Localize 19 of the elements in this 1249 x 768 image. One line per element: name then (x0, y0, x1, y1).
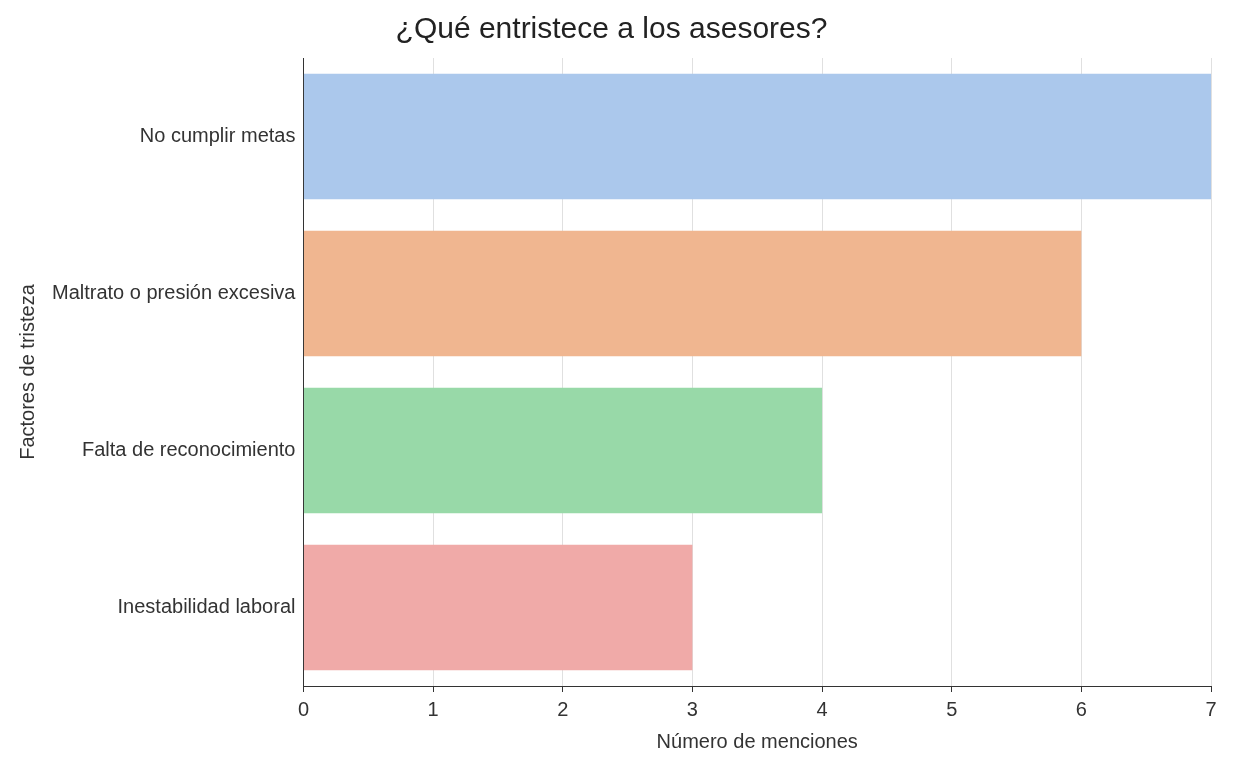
bar (303, 73, 1211, 200)
bar (303, 230, 1082, 357)
x-tick-label: 4 (816, 697, 828, 720)
x-tick-label: 2 (557, 697, 569, 720)
bar (303, 544, 693, 671)
x-axis-title: Número de menciones (656, 729, 858, 752)
y-tick-label: Maltrato o presión excesiva (51, 281, 297, 304)
chart-title: ¿Qué entristece a los asesores? (395, 11, 828, 45)
y-tick-label: Falta de reconocimiento (81, 438, 296, 461)
x-tick-label: 6 (1075, 697, 1087, 720)
x-tick-label: 5 (946, 697, 958, 720)
y-tick-label: No cumplir metas (139, 124, 296, 147)
bar (303, 387, 823, 514)
x-tick-label: 3 (686, 697, 698, 720)
x-tick-label: 7 (1205, 697, 1217, 720)
x-tick-label: 0 (297, 697, 310, 720)
y-tick-label: Inestabilidad laboral (117, 595, 296, 618)
y-axis-title: Factores de tristeza (15, 283, 38, 460)
x-tick-label: 1 (427, 697, 439, 720)
